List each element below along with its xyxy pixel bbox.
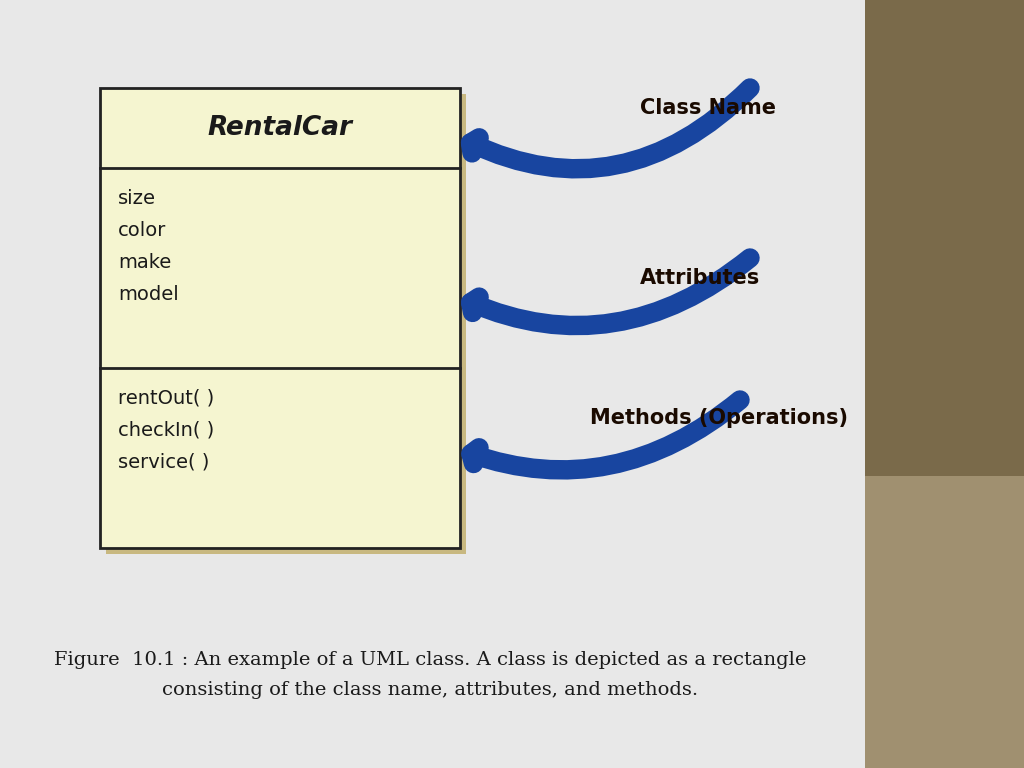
Text: consisting of the class name, attributes, and methods.: consisting of the class name, attributes… [162, 681, 698, 699]
Bar [865, 0, 1024, 476]
Text: rentOut( ): rentOut( ) [118, 389, 214, 408]
Text: color: color [118, 220, 166, 240]
Text: RentalCar: RentalCar [208, 115, 352, 141]
Text: make: make [118, 253, 171, 272]
Text: size: size [118, 188, 156, 207]
Bar [100, 88, 460, 548]
Text: Figure  10.1 : An example of a UML class. A class is depicted as a rectangle: Figure 10.1 : An example of a UML class.… [54, 651, 806, 669]
Text: Class Name: Class Name [640, 98, 776, 118]
Text: checkIn( ): checkIn( ) [118, 421, 214, 439]
Text: Attributes: Attributes [640, 268, 760, 288]
Bar [106, 94, 466, 554]
Text: service( ): service( ) [118, 452, 209, 472]
Bar [865, 476, 1024, 768]
Text: Methods (Operations): Methods (Operations) [590, 408, 848, 428]
Text: model: model [118, 284, 179, 303]
